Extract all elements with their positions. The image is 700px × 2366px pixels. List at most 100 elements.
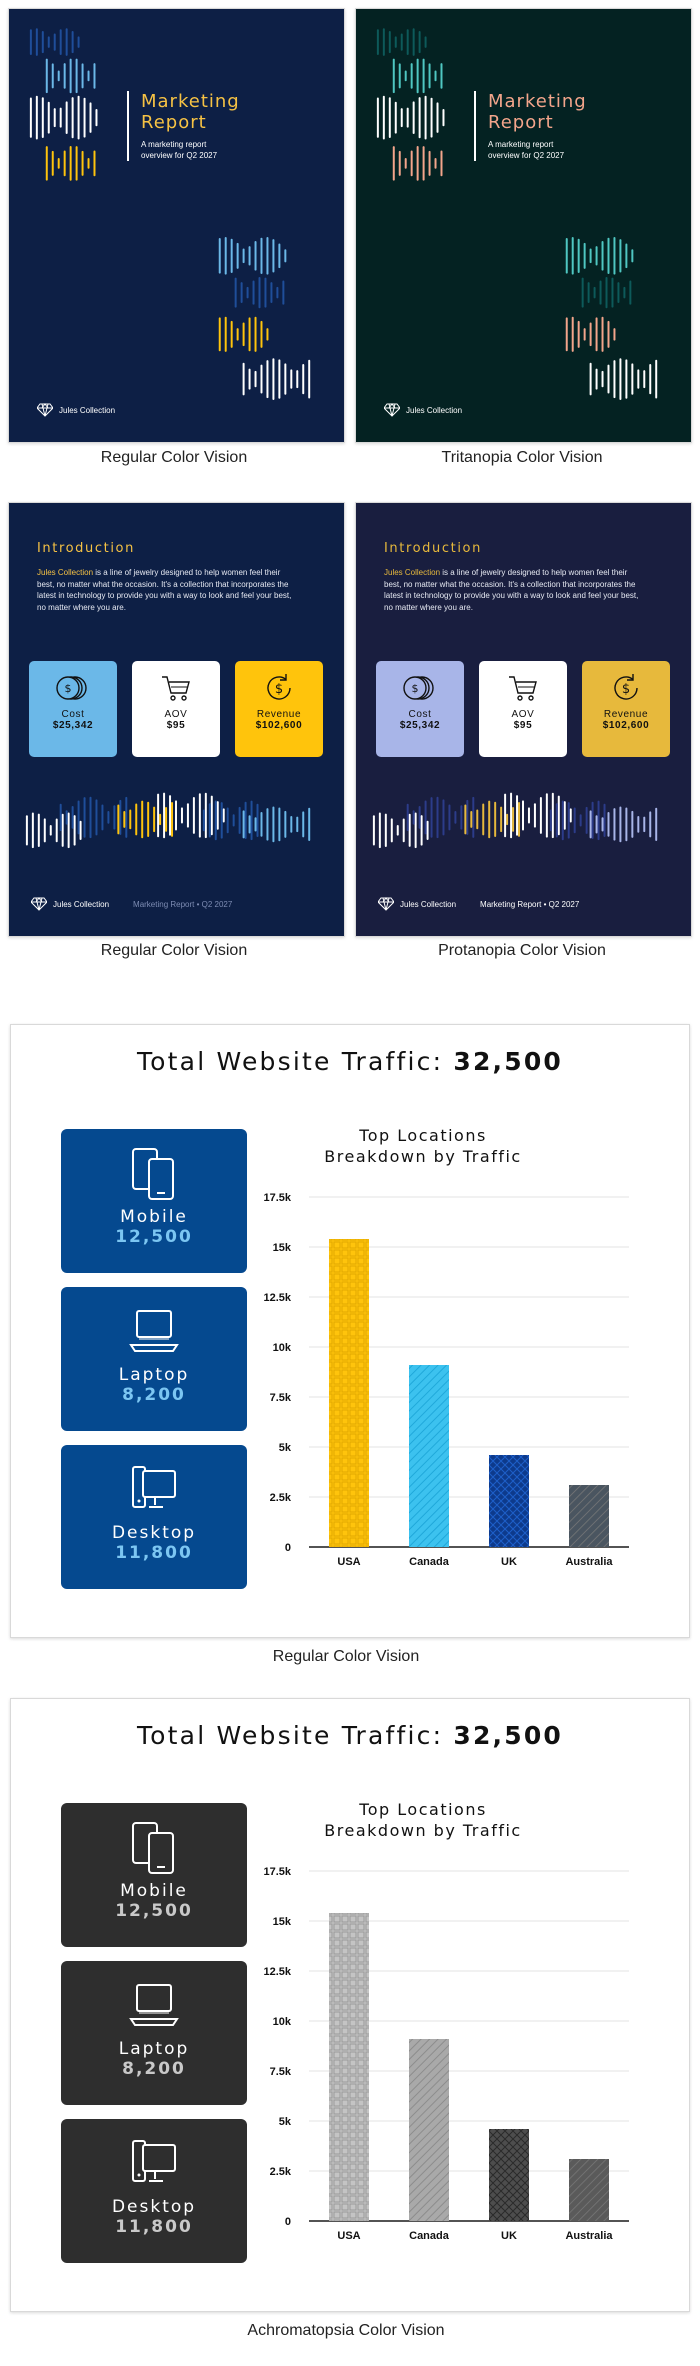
brand-footer: Jules Collection — [37, 403, 115, 417]
cover-regular-panel: Marketing Report A marketing report overvi… — [8, 8, 345, 443]
intro-highlight: Jules Collection — [37, 568, 94, 577]
traffic-bar-chart: 0 2.5k 5k 7.5k 10k 12.5k 15k 17.5k USA Canada UK Au… — [263, 1866, 629, 2242]
y-tick-label: 2.5k — [270, 2166, 292, 2178]
metric-value: $95 — [513, 720, 533, 731]
intro-heading: Introduction — [384, 541, 482, 556]
cover-subtitle: A marketing report overview for Q2 2027 — [141, 140, 218, 160]
cover-title-block: Marketing Report A marketing report overvi… — [474, 91, 598, 161]
traffic-achromatopsia-panel: Total Website Traffic: 32,500 Mobile 12,… — [10, 1698, 690, 2312]
metric-card-revenue: $ Revenue $102,600 — [582, 661, 670, 757]
metric-label: Cost — [61, 709, 85, 720]
bar-uk — [489, 2129, 529, 2221]
total-traffic-value: 32,500 — [453, 1047, 564, 1076]
intro-paragraph: Jules Collection is a line of jewelry de… — [384, 568, 639, 612]
x-tick-label: UK — [501, 1556, 517, 1568]
sound-wave-decoration — [376, 28, 658, 400]
coins-icon: $ — [56, 676, 87, 700]
traffic-label: Laptop — [118, 2039, 190, 2059]
mobile-devices-icon — [132, 1148, 174, 1200]
brand-name: Jules Collection — [400, 899, 457, 909]
traffic-card-mobile: Mobile 12,500 — [61, 1803, 247, 1947]
sound-wave-decoration — [29, 28, 311, 400]
metric-label: Revenue — [256, 709, 302, 720]
metric-label: AOV — [164, 709, 188, 720]
brand-name: Jules Collection — [59, 405, 116, 415]
traffic-value: 12,500 — [115, 1227, 193, 1247]
cover-title: Marketing Report — [141, 91, 240, 133]
brand-footer: Jules Collection — [384, 403, 462, 417]
chart-title: Top Locations Breakdown by Traffic — [324, 1800, 522, 1840]
cover-title-block: Marketing Report A marketing report overvi… — [127, 91, 251, 161]
coins-icon: $ — [403, 676, 434, 700]
traffic-label: Mobile — [120, 1207, 188, 1227]
intro-protanopia-panel: Introduction Jules Collection is a line … — [355, 502, 692, 937]
laptop-icon — [129, 1310, 179, 1352]
x-tick-label: UK — [501, 2230, 517, 2242]
bar-australia — [569, 1485, 609, 1547]
bar-usa — [329, 1913, 369, 2221]
caption-tritanopia: Tritanopia Color Vision — [441, 449, 603, 466]
desktop-icon — [132, 2140, 176, 2182]
y-tick-label: 10k — [273, 1342, 292, 1354]
metric-card-cost: $ Cost $25,342 — [376, 661, 464, 757]
traffic-card-mobile: Mobile 12,500 — [61, 1129, 247, 1273]
traffic-card-laptop: Laptop 8,200 — [61, 1961, 247, 2105]
y-tick-label: 5k — [279, 2116, 292, 2128]
diamond-icon — [384, 403, 400, 417]
y-tick-label: 0 — [285, 1542, 291, 1554]
traffic-label: Desktop — [111, 1523, 197, 1543]
traffic-card-desktop: Desktop 11,800 — [61, 2119, 247, 2263]
bar-canada — [409, 2039, 449, 2221]
metric-value: $102,600 — [255, 720, 303, 731]
caption-regular-3: Regular Color Vision — [272, 1648, 420, 1665]
cover-title: Marketing Report — [488, 91, 587, 133]
y-tick-label: 5k — [279, 1442, 292, 1454]
brand-footer: Jules Collection Marketing Report • Q2 2… — [31, 897, 232, 911]
y-tick-label: 10k — [273, 2016, 292, 2028]
dashboard-title: Total Website Traffic: 32,500 — [136, 1721, 564, 1750]
y-tick-label: 15k — [273, 1242, 292, 1254]
intro-regular-panel: Introduction Jules Collection is a line … — [8, 502, 345, 937]
metric-value: $25,342 — [399, 720, 441, 731]
y-tick-label: 17.5k — [263, 1192, 291, 1204]
traffic-bar-chart: 0 2.5k 5k 7.5k 10k 12.5k 15k 17.5k USA Canada UK Au… — [263, 1192, 629, 1568]
bar-canada — [409, 1365, 449, 1547]
intro-heading: Introduction — [37, 541, 135, 556]
x-tick-label: Canada — [409, 1556, 450, 1568]
footer-subtitle: Marketing Report • Q2 2027 — [480, 899, 580, 909]
metric-label: AOV — [511, 709, 535, 720]
traffic-regular-panel: Total Website Traffic: 32,500 Mobile 12,… — [10, 1024, 690, 1638]
metric-card-aov: AOV $95 — [479, 661, 567, 757]
traffic-card-desktop: Desktop 11,800 — [61, 1445, 247, 1589]
y-tick-label: 2.5k — [270, 1492, 292, 1504]
laptop-icon — [129, 1984, 179, 2026]
bar-uk — [489, 1455, 529, 1547]
traffic-label: Laptop — [118, 1365, 190, 1385]
traffic-value: 12,500 — [115, 1901, 193, 1921]
metric-value: $25,342 — [52, 720, 94, 731]
metric-card-aov: AOV $95 — [132, 661, 220, 757]
cover-subtitle: A marketing report overview for Q2 2027 — [488, 140, 565, 160]
brand-footer: Jules Collection Marketing Report • Q2 2… — [378, 897, 579, 911]
traffic-value: 11,800 — [115, 2217, 193, 2237]
svg-text:$: $ — [622, 682, 630, 697]
traffic-label: Mobile — [120, 1881, 188, 1901]
diamond-icon — [378, 897, 394, 911]
x-tick-label: Canada — [409, 2230, 450, 2242]
intro-highlight: Jules Collection — [384, 568, 441, 577]
brand-name: Jules Collection — [53, 899, 110, 909]
cover-tritanopia-panel: Marketing Report A marketing report overvi… — [355, 8, 692, 443]
cart-icon — [162, 676, 190, 701]
traffic-value: 11,800 — [115, 1543, 193, 1563]
y-tick-label: 15k — [273, 1916, 292, 1928]
dollar-cycle-icon: $ — [267, 674, 291, 700]
x-tick-label: Australia — [565, 2230, 613, 2242]
y-tick-label: 7.5k — [270, 1392, 292, 1404]
caption-achromatopsia: Achromatopsia Color Vision — [247, 2322, 445, 2339]
metric-label: Cost — [408, 709, 432, 720]
metric-value: $102,600 — [602, 720, 650, 731]
footer-subtitle: Marketing Report • Q2 2027 — [133, 899, 233, 909]
dashboard-title: Total Website Traffic: 32,500 — [136, 1047, 564, 1076]
svg-text:$: $ — [412, 682, 419, 695]
traffic-label: Desktop — [111, 2197, 197, 2217]
